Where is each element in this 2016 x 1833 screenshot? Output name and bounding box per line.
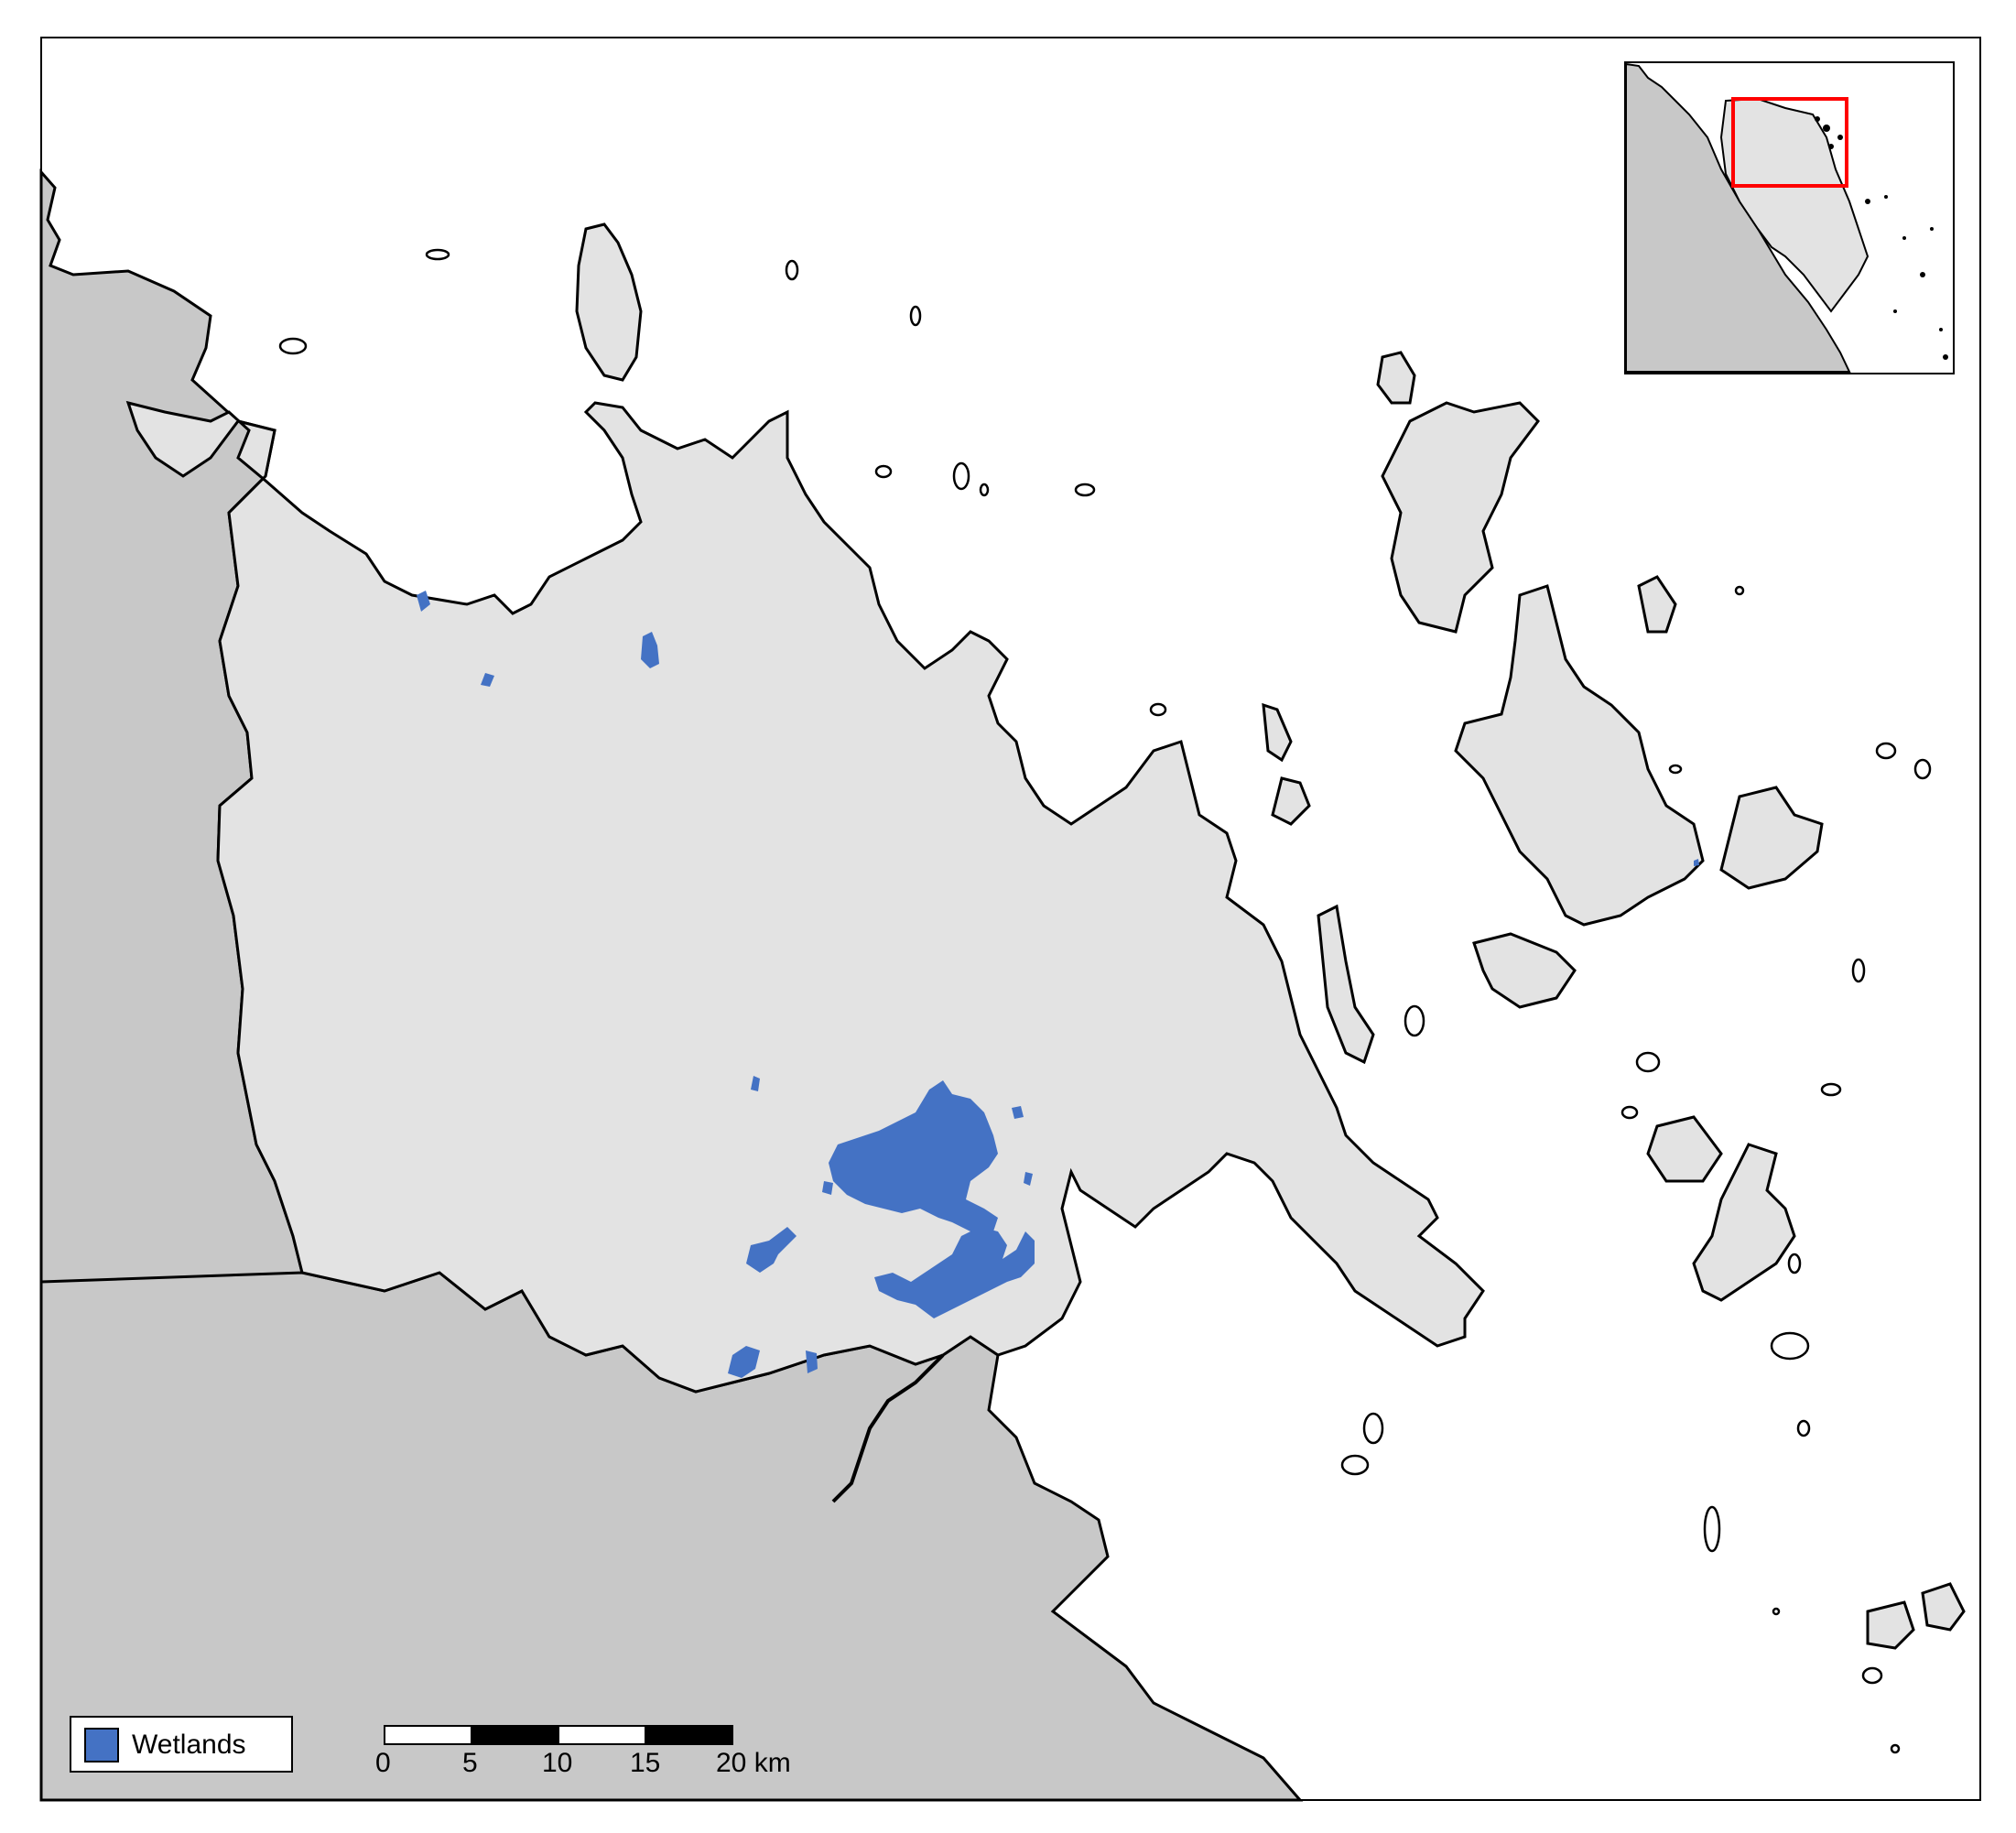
scale-bar-segment-1 (384, 1725, 472, 1745)
scale-bar-segment-3 (558, 1725, 646, 1745)
scale-bar (384, 1725, 733, 1745)
focus-land-east-island-d (1472, 932, 1577, 1009)
focus-land-east-island-e (1317, 904, 1375, 1065)
focus-land-east-island-f (1646, 1115, 1723, 1183)
scale-label-20-km: 20 km (716, 1748, 791, 1778)
focus-land-east-island-j (1376, 351, 1416, 405)
inset-islands (1815, 116, 1948, 360)
focus-land-east-island-a (1381, 401, 1540, 634)
scale-bar-segment-2 (471, 1725, 559, 1745)
scale-label-15: 15 (630, 1748, 661, 1778)
focus-land-east-island-k (1637, 575, 1677, 634)
focus-land-east-island-g (1692, 1143, 1796, 1302)
legend-swatch-wetlands (84, 1728, 119, 1762)
inset-map (1624, 61, 1955, 374)
legend: Wetlands (70, 1716, 293, 1773)
focus-land-east-island-l (1866, 1600, 1915, 1650)
river (831, 1353, 945, 1503)
scale-label-0: 0 (375, 1748, 391, 1778)
focus-land-north-island (575, 222, 643, 382)
scale-bar-segment-4 (645, 1725, 733, 1745)
small-islets (278, 248, 1932, 1754)
scale-label-5: 5 (462, 1748, 478, 1778)
focus-land-east-island-m (1921, 1582, 1966, 1632)
focus-land-east-island-b (1454, 584, 1705, 927)
focus-land-east-island-h (1271, 776, 1311, 826)
map-frame (40, 37, 1981, 1801)
focus-land-mainland (125, 400, 1485, 1394)
focus-land-east-island-c (1719, 786, 1824, 890)
legend-label-wetlands: Wetlands (132, 1730, 246, 1760)
focus-land-east-island-i (1262, 702, 1293, 763)
scale-label-10: 10 (542, 1748, 573, 1778)
wetland-areas (417, 591, 1699, 1378)
inset-focus-land (1719, 97, 1870, 313)
inset-extent-indicator (1731, 97, 1848, 188)
